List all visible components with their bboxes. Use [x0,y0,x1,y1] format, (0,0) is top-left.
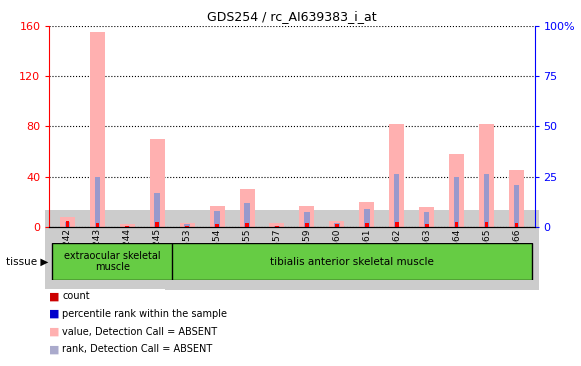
Bar [395,222,399,227]
Bar [424,212,429,227]
Bar [245,223,249,227]
Bar [359,202,374,227]
Bar [455,222,458,227]
Bar [479,124,494,227]
Text: rank, Detection Call = ABSENT: rank, Detection Call = ABSENT [62,344,213,354]
Title: GDS254 / rc_AI639383_i_at: GDS254 / rc_AI639383_i_at [207,10,376,23]
Text: percentile rank within the sample: percentile rank within the sample [62,309,227,319]
Text: ■: ■ [49,291,60,302]
Bar [184,224,190,227]
Bar [274,226,279,227]
Bar [155,222,159,227]
Bar [394,174,400,227]
Bar [125,226,129,227]
Bar [449,154,464,227]
Bar [64,222,70,227]
Text: tibialis anterior skeletal muscle: tibialis anterior skeletal muscle [270,257,434,267]
Bar [454,177,460,227]
Bar [304,212,310,227]
Bar [216,224,219,227]
Bar [514,186,519,227]
Bar [389,124,404,227]
Text: value, Detection Call = ABSENT: value, Detection Call = ABSENT [62,326,217,337]
Bar [90,32,105,227]
Bar [334,223,339,227]
Text: extraocular skeletal
muscle: extraocular skeletal muscle [64,251,160,273]
Bar [245,203,250,227]
Bar [66,221,69,227]
Bar [299,206,314,227]
Bar [270,223,285,227]
Bar [364,209,370,227]
Bar [95,223,99,227]
Text: ■: ■ [49,326,60,337]
Bar [150,139,164,227]
Bar [214,210,220,227]
Bar [515,223,518,227]
Bar [275,226,279,227]
Bar [124,226,130,227]
Text: tissue ▶: tissue ▶ [6,257,48,267]
Bar [60,217,75,227]
Bar [155,193,160,227]
Bar [210,206,225,227]
Bar [485,222,489,227]
Bar [419,207,434,227]
Bar [425,224,429,227]
Text: ■: ■ [49,344,60,354]
Bar [335,224,339,227]
Bar [185,226,189,227]
Bar [509,170,524,227]
Bar [484,174,489,227]
Bar [120,224,135,227]
Bar [95,177,100,227]
Text: ■: ■ [49,309,60,319]
Bar [180,223,195,227]
Bar [365,223,368,227]
Bar [329,221,345,227]
Text: count: count [62,291,90,302]
Bar [239,189,254,227]
Bar [305,223,309,227]
